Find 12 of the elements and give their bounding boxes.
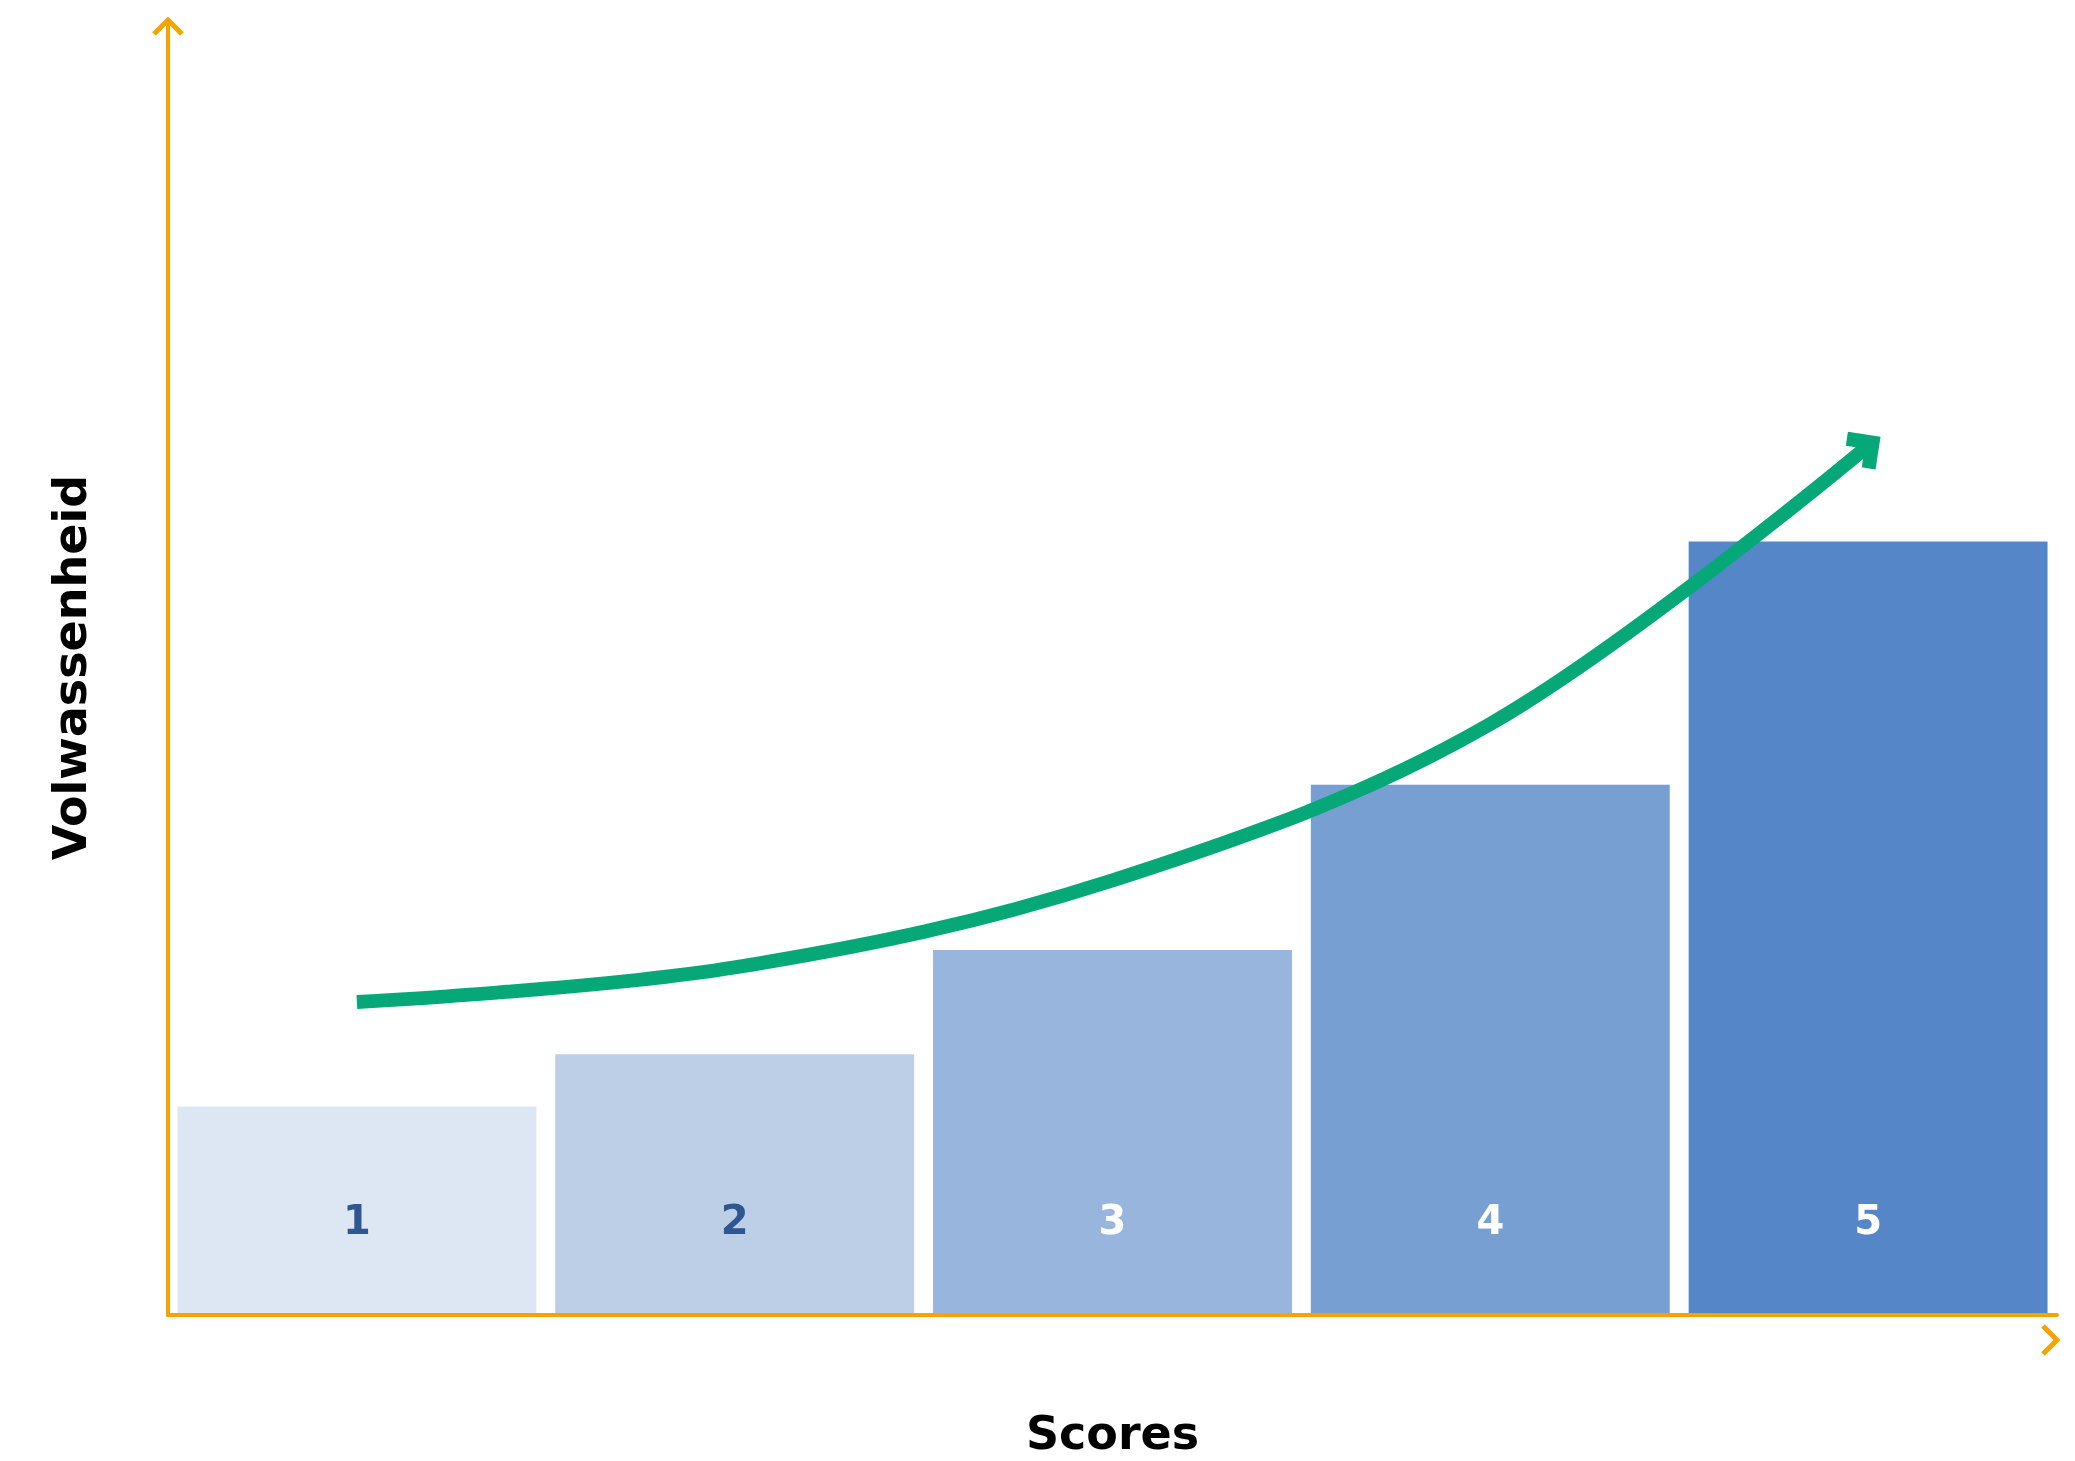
bar: [1688, 541, 2048, 1315]
x-tick-label: 1: [342, 1197, 371, 1243]
x-tick-label: 3: [1098, 1197, 1127, 1243]
bar: [1310, 784, 1670, 1315]
y-axis-title: Volwassenheid: [43, 474, 97, 861]
bar: [177, 1106, 537, 1315]
bar: [933, 949, 1292, 1315]
x-axis-title: Scores: [1025, 1406, 1200, 1460]
bar: [555, 1054, 915, 1315]
x-tick-label: 2: [720, 1197, 749, 1243]
x-tick-label: 4: [1476, 1197, 1505, 1243]
x-tick-label: 5: [1854, 1197, 1883, 1243]
